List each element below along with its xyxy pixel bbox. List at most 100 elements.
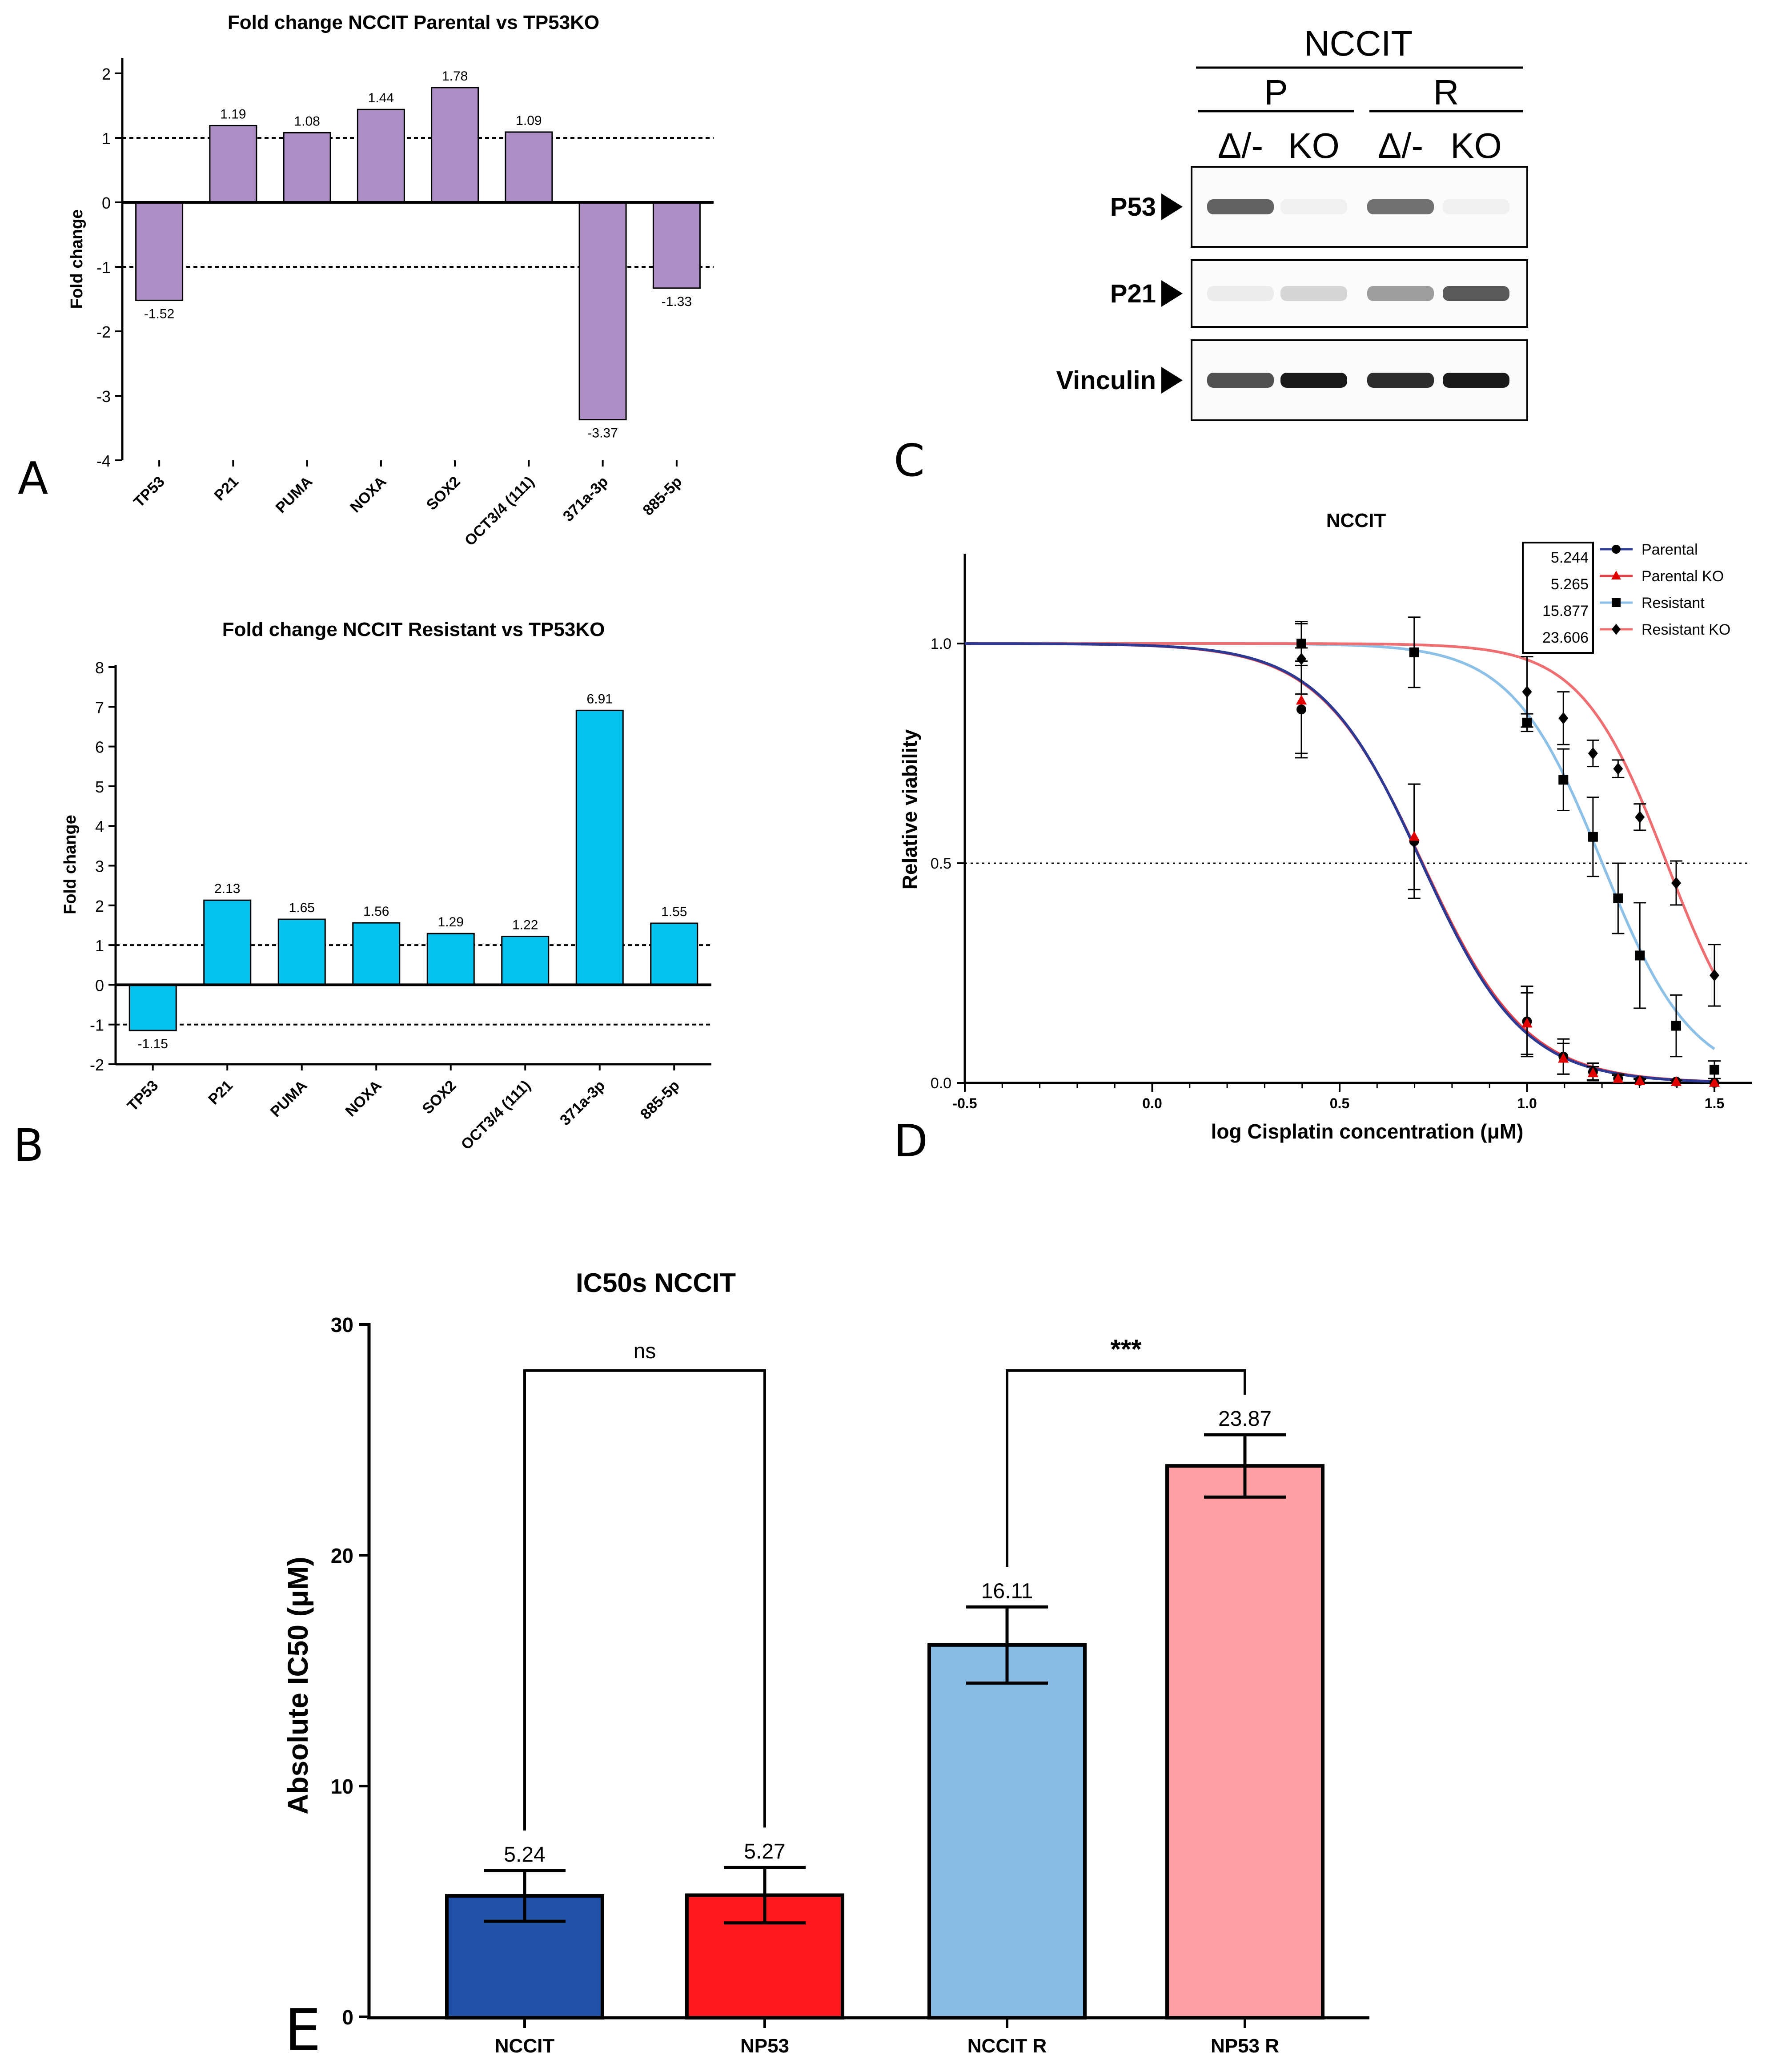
- panel-label-b: B: [13, 1119, 44, 1171]
- data-point-resistant: [1671, 1021, 1682, 1031]
- legend-marker: [1612, 545, 1621, 554]
- blot-group-R: R: [1433, 72, 1459, 112]
- x-tick-label: PUMA: [273, 473, 316, 517]
- x-tick-label: SOX2: [423, 473, 464, 514]
- x-tick-label: NP53 R: [1211, 2035, 1279, 2057]
- data-point-resistant-ko: [1710, 969, 1719, 982]
- x-tick-label: 371a-3p: [557, 1077, 608, 1129]
- x-tick-label: NP53: [740, 2035, 789, 2057]
- x-tick-label: PUMA: [267, 1077, 311, 1121]
- y-tick-label: 5: [95, 778, 104, 796]
- y-axis-label: Fold change: [68, 209, 86, 309]
- blot-group-P: P: [1264, 72, 1288, 112]
- bar-371a-3p: [575, 709, 624, 986]
- y-tick-label: 1: [95, 937, 104, 955]
- blot-arrow-icon: [1161, 193, 1183, 220]
- bar-NOXA: [357, 109, 405, 203]
- blot-band: [1443, 286, 1509, 301]
- blot-band: [1207, 373, 1274, 388]
- y-tick-label: 8: [95, 659, 104, 677]
- x-tick-label: OCT3/4 (111): [462, 473, 538, 549]
- panel-label-c: C: [894, 435, 925, 487]
- blot-band: [1280, 286, 1347, 301]
- bar-371a-3p: [578, 201, 627, 421]
- y-axis-label: Relative viability: [898, 729, 921, 889]
- blot-band: [1367, 286, 1434, 301]
- data-point-parental-ko: [1634, 1075, 1646, 1085]
- bar-value-label: 2.13: [214, 881, 240, 896]
- legend-label: Resistant: [1642, 595, 1705, 612]
- x-tick-label: TP53: [124, 1077, 161, 1114]
- x-tick-label: SOX2: [419, 1077, 459, 1118]
- y-tick-label: 0: [342, 2006, 353, 2029]
- y-tick-label: 30: [331, 1313, 353, 1336]
- data-point-parental-ko: [1670, 1076, 1682, 1086]
- y-tick-label: 6: [95, 738, 104, 756]
- bar-value-label: 1.44: [368, 91, 394, 105]
- data-point-resistant: [1588, 832, 1598, 842]
- blot-lane-label: Δ/-: [1218, 126, 1263, 165]
- bar-NCCIT-R: [927, 1643, 1087, 2020]
- x-tick-label: NCCIT R: [967, 2035, 1047, 2057]
- blot-band: [1207, 286, 1274, 301]
- bar-value-label: 23.87: [1218, 1407, 1272, 1431]
- blot-arrow-icon: [1161, 367, 1183, 394]
- data-point-parental-ko: [1613, 1073, 1624, 1083]
- y-tick-label: 10: [331, 1775, 353, 1798]
- data-point-resistant-ko: [1558, 712, 1569, 724]
- panel-label-a: A: [18, 452, 48, 504]
- bar-value-label: -1.33: [662, 294, 692, 309]
- x-tick-label: OCT3/4 (111): [458, 1077, 534, 1153]
- data-point-resistant-ko: [1671, 877, 1682, 889]
- y-tick-label: 0.0: [931, 1075, 951, 1092]
- bar-885-5p: [650, 922, 698, 986]
- x-tick-label: NOXA: [347, 473, 389, 516]
- ic50-value: 23.606: [1542, 629, 1589, 646]
- data-point-parental-ko: [1709, 1077, 1720, 1087]
- significance-label: ***: [1110, 1334, 1142, 1364]
- y-tick-label: 2: [95, 897, 104, 915]
- data-point-resistant-ko: [1522, 685, 1532, 698]
- x-tick-label: NOXA: [342, 1077, 385, 1120]
- bar-value-label: 1.08: [294, 114, 320, 129]
- bar-NP53-R: [1165, 1464, 1324, 2020]
- data-point-resistant: [1558, 775, 1569, 785]
- x-tick-label: 885-5p: [637, 1077, 683, 1123]
- ic50-value: 5.244: [1551, 549, 1589, 566]
- bar-OCT3/4 (111): [501, 935, 550, 986]
- data-point-resistant: [1635, 950, 1645, 961]
- panel-b-chart: Fold change NCCIT Resistant vs TP53KO -2 -…: [61, 619, 711, 1153]
- blot-band: [1443, 199, 1509, 214]
- data-point-resistant-ko: [1588, 747, 1598, 760]
- bar-value-label: -1.52: [144, 306, 174, 321]
- bar-PUMA: [283, 132, 331, 203]
- bar-value-label: 5.24: [504, 1843, 545, 1867]
- x-tick-label: -0.5: [952, 1095, 977, 1111]
- blot-lane-label: Δ/-: [1378, 126, 1423, 165]
- legend-marker: [1612, 598, 1621, 607]
- panel-label-e: E: [285, 1996, 321, 2064]
- y-tick-label: 0.5: [931, 855, 951, 872]
- bar-value-label: 5.27: [744, 1840, 785, 1863]
- chart-title: Fold change NCCIT Parental vs TP53KO: [228, 12, 599, 33]
- blot-protein-label: P21: [1110, 279, 1156, 308]
- bar-P21: [209, 125, 257, 203]
- bar-P21: [203, 899, 252, 986]
- y-axis-label: Absolute IC50 (μM): [282, 1557, 314, 1815]
- blot-band: [1280, 373, 1347, 388]
- data-point-resistant: [1409, 647, 1419, 657]
- significance-label: ns: [634, 1340, 656, 1363]
- y-tick-label: 0: [102, 194, 111, 212]
- x-tick-label: 885-5p: [639, 473, 685, 519]
- legend-label: Resistant KO: [1642, 621, 1730, 638]
- data-point-resistant: [1613, 893, 1623, 904]
- bar-TP53: [128, 984, 177, 1031]
- bar-value-label: 1.22: [512, 917, 538, 932]
- data-point-parental-ko: [1558, 1053, 1569, 1063]
- significance-bracket: [523, 1369, 766, 1831]
- bar-PUMA: [277, 918, 326, 986]
- blot-protein-label: Vinculin: [1056, 366, 1156, 395]
- ic50-value: 15.877: [1542, 603, 1589, 620]
- blot-band: [1280, 199, 1347, 214]
